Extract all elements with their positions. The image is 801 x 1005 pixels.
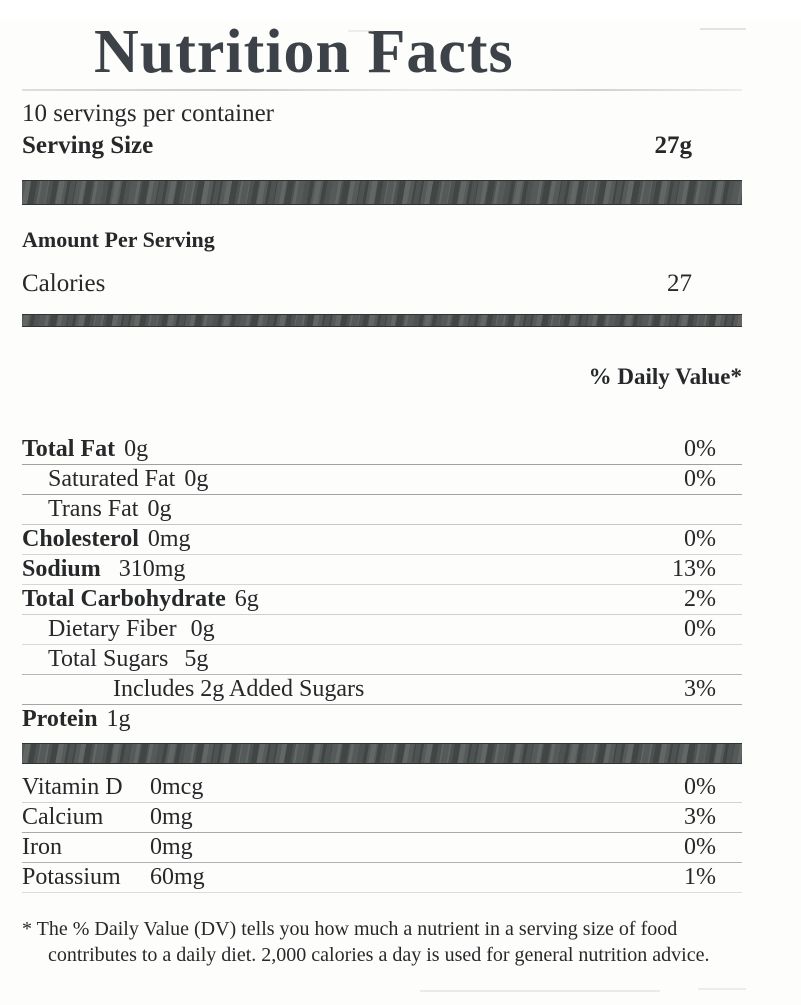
footnote: * The % Daily Value (DV) tells you how m… bbox=[22, 918, 710, 967]
vitamin-row: Calcium 0mg 3% bbox=[22, 803, 742, 834]
nutrient-name: Total Sugars bbox=[48, 646, 169, 673]
nutrient-daily-value: 0% bbox=[684, 616, 716, 643]
vitamin-daily-value: 1% bbox=[684, 864, 716, 891]
nutrient-amount: 0g bbox=[190, 616, 215, 643]
nutrient-row: Saturated Fat 0g 0% bbox=[22, 465, 742, 496]
nutrient-row: Protein 1g bbox=[22, 705, 742, 735]
nutrient-daily-value: 0% bbox=[684, 526, 716, 553]
title-underline-rule bbox=[22, 88, 742, 91]
nutrient-row: Trans Fat 0g bbox=[22, 495, 742, 526]
serving-size-row: Serving Size 27g bbox=[22, 132, 742, 161]
scan-artifact bbox=[698, 988, 746, 990]
calories-row: Calories 27 bbox=[22, 270, 742, 298]
nutrient-row: Total Carbohydrate 6g 2% bbox=[22, 585, 742, 616]
vitamin-name: Vitamin D bbox=[22, 774, 123, 801]
vitamin-amount: 0mg bbox=[150, 834, 193, 861]
vitamin-amount: 60mg bbox=[150, 864, 205, 891]
nutrient-daily-value: 3% bbox=[684, 676, 716, 703]
vitamins-section: Vitamin D 0mcg 0% Calcium 0mg 3% Iron 0m… bbox=[22, 773, 742, 894]
vitamin-daily-value: 0% bbox=[684, 834, 716, 861]
nutrient-row: Total Sugars 5g bbox=[22, 645, 742, 676]
serving-size-label: Serving Size bbox=[22, 132, 154, 160]
nutrient-amount: 1g bbox=[106, 706, 131, 733]
nutrient-amount: 0g bbox=[124, 436, 149, 463]
nutrient-amount: 5g bbox=[184, 646, 209, 673]
vitamin-row: Iron 0mg 0% bbox=[22, 833, 742, 864]
vitamin-name: Calcium bbox=[22, 804, 104, 831]
vitamin-name: Potassium bbox=[22, 864, 121, 891]
nutrient-name: Dietary Fiber bbox=[48, 616, 177, 643]
daily-value-header: % Daily Value* bbox=[588, 364, 742, 390]
scan-artifact bbox=[348, 30, 374, 32]
scan-artifact bbox=[420, 990, 660, 992]
nutrient-row: Sodium 310mg 13% bbox=[22, 555, 742, 586]
nutrient-row: Total Fat 0g 0% bbox=[22, 435, 742, 466]
nutrient-name: Trans Fat bbox=[48, 496, 139, 523]
label-title: Nutrition Facts bbox=[94, 18, 514, 86]
nutrient-daily-value: 0% bbox=[684, 466, 716, 493]
nutrient-amount: 310mg bbox=[118, 556, 186, 583]
nutrient-name: Total Carbohydrate bbox=[22, 586, 226, 613]
divider-bar-thick-bottom bbox=[22, 743, 742, 765]
vitamin-row: Vitamin D 0mcg 0% bbox=[22, 773, 742, 804]
nutrient-row: Cholesterol 0mg 0% bbox=[22, 525, 742, 556]
nutrient-name: Cholesterol bbox=[22, 526, 139, 553]
nutrient-name: Includes 2g Added Sugars bbox=[113, 676, 365, 703]
nutrient-name: Protein bbox=[22, 706, 98, 733]
nutrient-name: Sodium bbox=[22, 556, 101, 583]
nutrition-label: Nutrition Facts 10 servings per containe… bbox=[0, 18, 801, 1005]
calories-label: Calories bbox=[22, 270, 106, 298]
nutrient-name: Saturated Fat bbox=[48, 466, 176, 493]
nutrient-amount: 0mg bbox=[147, 526, 191, 553]
vitamin-daily-value: 0% bbox=[684, 774, 716, 801]
vitamin-amount: 0mg bbox=[150, 804, 193, 831]
scan-artifact bbox=[700, 28, 746, 30]
nutrient-daily-value: 2% bbox=[684, 586, 716, 613]
nutrient-row: Includes 2g Added Sugars 3% bbox=[22, 675, 742, 706]
vitamin-row: Potassium 60mg 1% bbox=[22, 863, 742, 894]
calories-value: 27 bbox=[667, 270, 692, 298]
divider-bar-thick-top bbox=[22, 180, 742, 206]
vitamin-amount: 0mcg bbox=[150, 774, 204, 801]
vitamin-name: Iron bbox=[22, 834, 62, 861]
nutrient-amount: 0g bbox=[184, 466, 209, 493]
nutrient-row: Dietary Fiber 0g 0% bbox=[22, 615, 742, 646]
nutrient-daily-value: 13% bbox=[672, 556, 716, 583]
serving-size-value: 27g bbox=[654, 132, 693, 160]
amount-per-serving-heading: Amount Per Serving bbox=[22, 227, 215, 253]
vitamin-daily-value: 3% bbox=[684, 804, 716, 831]
divider-bar-medium bbox=[22, 314, 742, 328]
servings-per-container: 10 servings per container bbox=[22, 99, 275, 127]
nutrient-daily-value: 0% bbox=[684, 436, 716, 463]
nutrient-name: Total Fat bbox=[22, 436, 116, 463]
nutrient-amount: 0g bbox=[147, 496, 172, 523]
nutrients-section: Total Fat 0g 0% Saturated Fat 0g 0% Tran… bbox=[22, 435, 742, 735]
nutrient-amount: 6g bbox=[234, 586, 259, 613]
